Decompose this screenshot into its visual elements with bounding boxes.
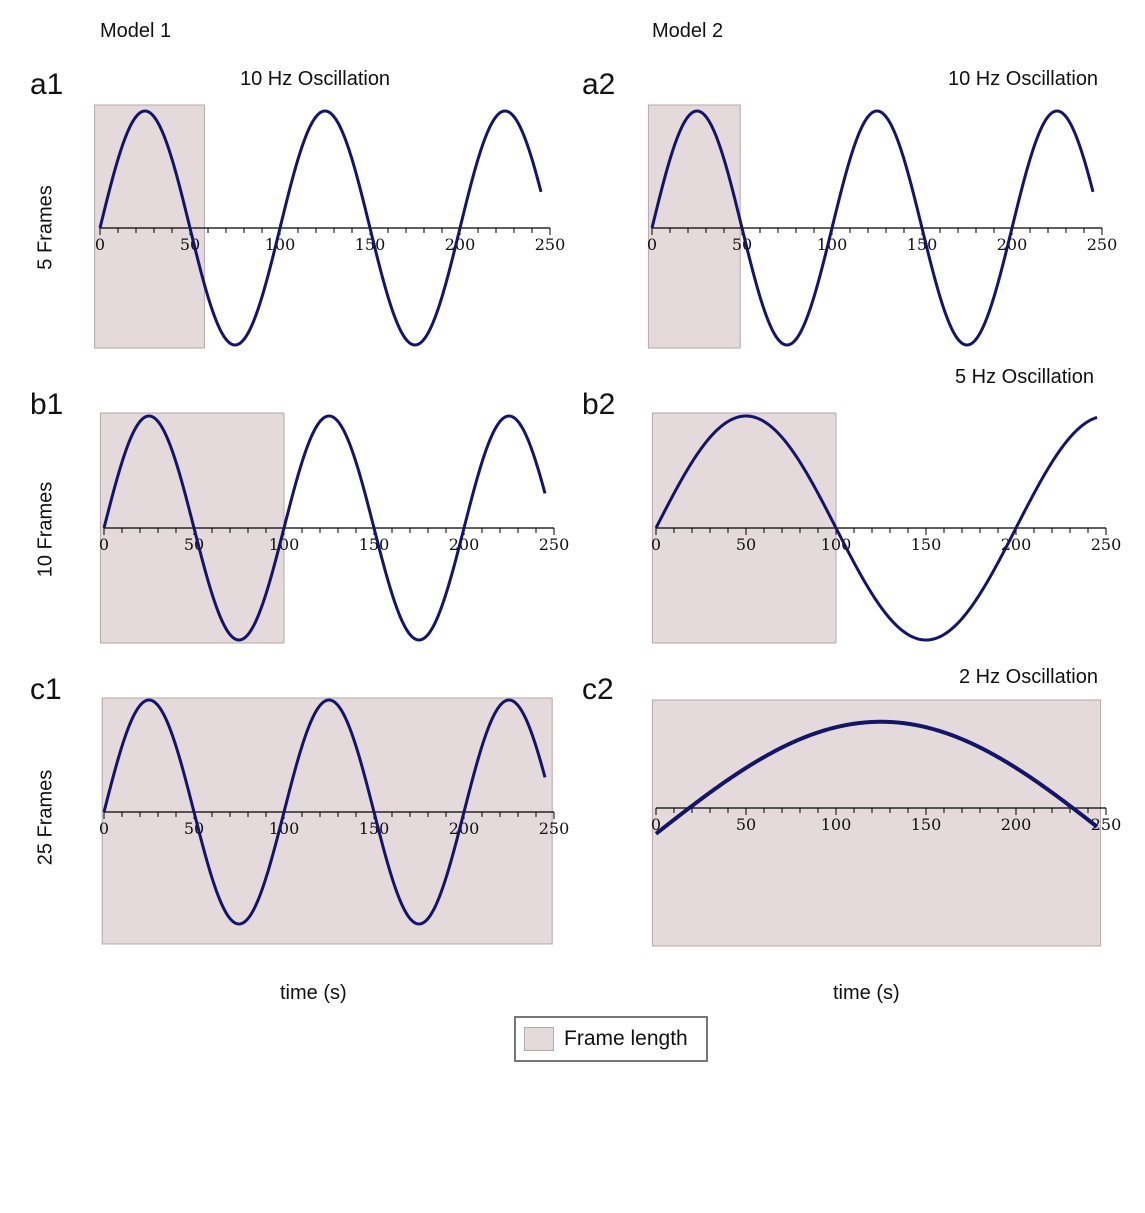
x-tick-label: 200 <box>445 235 476 254</box>
panel-label-c2: c2 <box>582 673 614 706</box>
model-1-title: Model 1 <box>100 20 172 42</box>
x-tick-label: 150 <box>355 235 386 254</box>
row-label-10-frames: 10 Frames <box>34 481 57 578</box>
oscillation-line <box>102 414 547 642</box>
frame-window <box>651 699 1102 947</box>
x-tick-label: 250 <box>535 235 566 254</box>
x-tick-label: 150 <box>359 819 390 838</box>
oscillation-line <box>654 414 1098 642</box>
chart-title-b2: 5 Hz Oscillation <box>955 366 1094 388</box>
x-tick-label: 0 <box>651 815 661 834</box>
x-tick-label: 150 <box>911 815 942 834</box>
x-tick-label: 150 <box>359 535 390 554</box>
x-tick-label: 250 <box>539 535 570 554</box>
x-tick-label: 250 <box>1087 235 1118 254</box>
chart-title-a2: 10 Hz Oscillation <box>948 68 1099 90</box>
x-tick-label: 200 <box>997 235 1028 254</box>
model-2-title: Model 2 <box>652 20 724 42</box>
row-label-5-frames: 5 Frames <box>34 185 57 270</box>
legend: Frame length <box>514 1016 708 1062</box>
x-axis-label-model-2: time (s) <box>833 982 900 1004</box>
oscillation-line <box>102 698 547 926</box>
oscillation-line <box>98 109 543 347</box>
x-tick-label: 100 <box>265 235 296 254</box>
legend-swatch <box>524 1027 554 1051</box>
chart-a1: 0 50 100 150 200 250 <box>94 104 566 349</box>
oscillation-line <box>654 719 1099 836</box>
panel-label-b2: b2 <box>582 388 616 421</box>
x-tick-label: 50 <box>736 535 756 554</box>
x-tick-label: 0 <box>647 235 657 254</box>
chart-c1: 0 50 100 150 200 250 <box>99 697 570 945</box>
x-tick-label: 0 <box>99 819 109 838</box>
x-tick-label: 100 <box>269 819 300 838</box>
chart-title-c2: 2 Hz Oscillation <box>959 666 1098 688</box>
x-tick-label: 200 <box>449 535 480 554</box>
panel-label-b1: b1 <box>30 388 64 421</box>
panel-label-c1: c1 <box>30 673 62 706</box>
chart-b1: 0 50 100 150 200 250 <box>99 412 570 644</box>
x-tick-label: 100 <box>269 535 300 554</box>
x-tick-label: 100 <box>821 815 852 834</box>
chart-c2: 0 50 100 150 200 250 <box>651 699 1122 947</box>
frame-window <box>94 104 205 349</box>
row-label-25-frames: 25 Frames <box>34 769 57 866</box>
chart-b2: 0 50 100 150 200 250 <box>651 412 1122 644</box>
x-tick-label: 150 <box>911 535 942 554</box>
frame-window <box>647 104 741 349</box>
panel-label-a1: a1 <box>30 68 64 101</box>
chart-a2: 0 50 100 150 200 250 <box>647 104 1118 349</box>
x-tick-label: 250 <box>1091 815 1122 834</box>
x-tick-label: 50 <box>736 815 756 834</box>
x-axis-label-model-1: time (s) <box>280 982 347 1004</box>
x-tick-label: 200 <box>449 819 480 838</box>
x-tick-label: 250 <box>1091 535 1122 554</box>
x-tick-label: 200 <box>1001 815 1032 834</box>
panel-label-a2: a2 <box>582 68 616 101</box>
oscillation-line <box>650 109 1095 347</box>
x-tick-label: 250 <box>539 819 570 838</box>
x-tick-label: 0 <box>651 535 661 554</box>
legend-label: Frame length <box>564 1027 688 1050</box>
x-tick-label: 0 <box>95 235 105 254</box>
x-tick-label: 150 <box>907 235 938 254</box>
x-tick-label: 100 <box>817 235 848 254</box>
chart-title-a1: 10 Hz Oscillation <box>240 68 391 90</box>
frame-window <box>101 697 553 945</box>
x-tick-label: 0 <box>99 535 109 554</box>
